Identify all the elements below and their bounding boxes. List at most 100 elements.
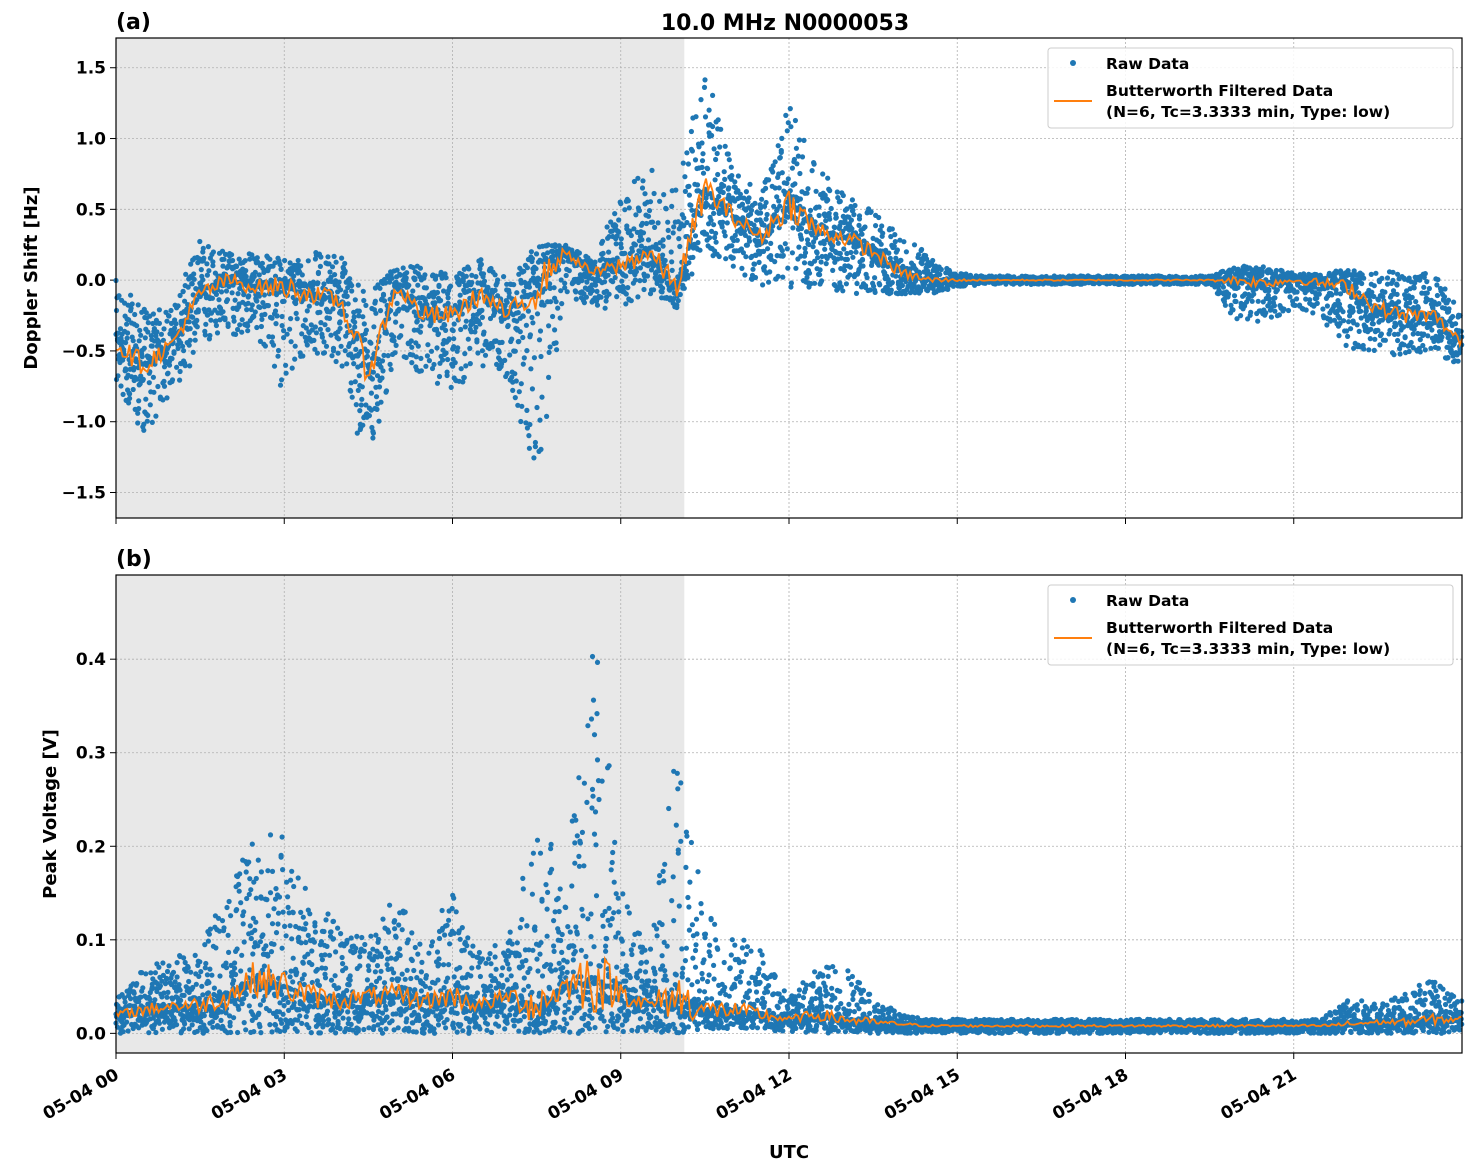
raw-point: [438, 297, 444, 304]
raw-point: [331, 253, 337, 259]
raw-point: [1320, 306, 1326, 312]
raw-point: [127, 391, 133, 397]
raw-point: [380, 291, 387, 297]
raw-point: [816, 212, 822, 219]
raw-point: [1266, 286, 1272, 292]
raw-point: [190, 349, 196, 355]
raw-point: [806, 270, 813, 276]
raw-point: [576, 250, 583, 256]
raw-point: [622, 250, 628, 256]
raw-point: [527, 421, 533, 428]
raw-point: [357, 408, 363, 414]
raw-point: [232, 297, 238, 303]
raw-point: [474, 337, 480, 343]
raw-point: [467, 361, 473, 367]
raw-point: [880, 230, 886, 236]
raw-point: [918, 288, 924, 294]
raw-point: [137, 327, 143, 333]
raw-point: [130, 386, 136, 393]
raw-point: [314, 300, 320, 306]
raw-point: [478, 257, 484, 263]
raw-point: [327, 269, 333, 275]
raw-point: [501, 274, 507, 280]
raw-point: [686, 260, 692, 266]
raw-point: [237, 285, 243, 292]
raw-point: [134, 376, 140, 382]
raw-point: [794, 161, 800, 167]
raw-point: [677, 243, 683, 250]
raw-point: [702, 114, 709, 120]
raw-point: [293, 297, 299, 303]
raw-point: [317, 263, 323, 269]
raw-point: [265, 303, 271, 309]
raw-point: [147, 402, 153, 408]
raw-point: [665, 227, 671, 233]
raw-point: [339, 255, 345, 261]
raw-point: [1248, 309, 1254, 315]
raw-point: [259, 260, 265, 266]
raw-point: [344, 361, 350, 367]
raw-point: [237, 322, 243, 328]
raw-point: [445, 356, 451, 363]
raw-point: [354, 336, 360, 342]
raw-point: [669, 267, 675, 273]
raw-point: [204, 261, 210, 267]
raw-point: [850, 207, 856, 213]
raw-point: [451, 336, 457, 342]
raw-point: [292, 356, 298, 362]
raw-point: [706, 107, 712, 113]
raw-point: [850, 254, 856, 260]
raw-point: [302, 317, 308, 323]
raw-point: [371, 324, 377, 330]
raw-point: [321, 281, 327, 287]
raw-point: [433, 273, 439, 279]
raw-point: [1361, 275, 1367, 281]
raw-point: [898, 257, 904, 263]
raw-point: [117, 326, 124, 332]
raw-point: [660, 252, 666, 258]
raw-point: [680, 160, 686, 166]
raw-point: [823, 261, 829, 267]
raw-point: [164, 318, 170, 324]
raw-point: [235, 326, 241, 333]
raw-point: [822, 246, 828, 252]
raw-point: [281, 298, 287, 304]
raw-point: [218, 289, 225, 295]
raw-point: [155, 383, 161, 390]
raw-point: [128, 292, 134, 298]
raw-point: [544, 413, 550, 419]
raw-point: [844, 256, 851, 262]
raw-point: [841, 246, 847, 252]
raw-point: [412, 275, 418, 281]
raw-point: [699, 164, 705, 170]
raw-point: [1294, 289, 1300, 295]
raw-point: [397, 272, 403, 278]
raw-point: [778, 149, 784, 155]
raw-point: [257, 304, 263, 310]
raw-point: [317, 326, 323, 332]
raw-point: [818, 259, 824, 265]
raw-point: [772, 159, 778, 165]
raw-point: [516, 338, 522, 345]
raw-point: [158, 331, 164, 337]
raw-point: [462, 324, 468, 330]
raw-point: [304, 308, 310, 314]
raw-point: [523, 322, 530, 328]
raw-point: [529, 256, 536, 262]
raw-point: [377, 308, 384, 314]
raw-point: [670, 230, 676, 236]
raw-point: [409, 360, 415, 366]
raw-point: [279, 323, 285, 329]
raw-point: [715, 117, 721, 123]
raw-point: [163, 350, 170, 356]
raw-point: [295, 257, 301, 264]
raw-point: [529, 314, 535, 321]
raw-point: [125, 330, 131, 336]
raw-point: [779, 248, 785, 254]
raw-point: [705, 166, 711, 172]
raw-point: [809, 168, 815, 174]
panel-a: 1.51.00.50.0−0.5−1.0−1.5(a)Doppler Shift…: [21, 10, 1465, 524]
raw-point: [742, 272, 748, 278]
raw-point: [291, 273, 297, 279]
raw-point: [354, 430, 360, 436]
